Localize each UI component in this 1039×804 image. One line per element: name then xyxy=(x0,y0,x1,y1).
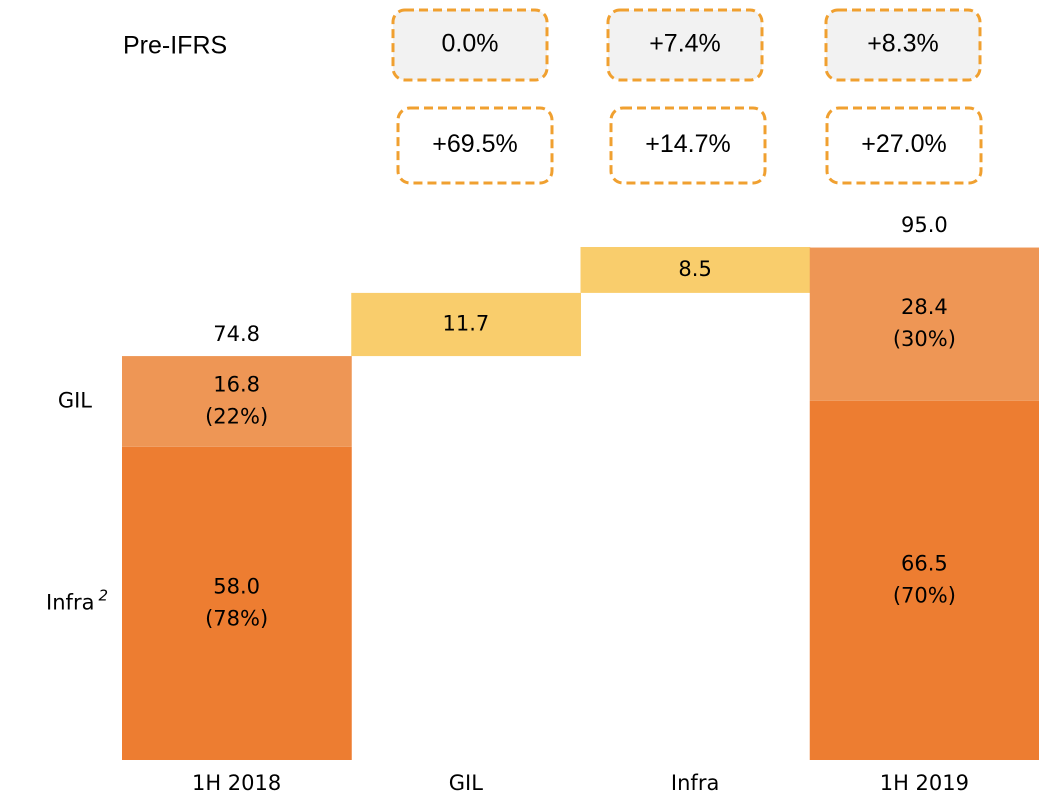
share-label: (78%) xyxy=(205,606,268,630)
share-label: (30%) xyxy=(893,327,956,351)
bar-segment xyxy=(351,292,581,357)
bar-segment xyxy=(122,356,352,447)
growth-box xyxy=(396,106,554,185)
value-label: 8.5 xyxy=(678,257,711,281)
bar-segment xyxy=(809,400,1039,760)
growth-label: 0.0% xyxy=(442,30,499,58)
bar-segment xyxy=(122,446,352,760)
total-label: 74.8 xyxy=(213,322,260,346)
legend-label: Infra 2 xyxy=(46,586,108,615)
value-label: 58.0 xyxy=(213,574,260,598)
value-label: 66.5 xyxy=(901,551,948,575)
legend-label: GIL xyxy=(58,388,92,412)
share-label: (70%) xyxy=(893,583,956,607)
value-label: 11.7 xyxy=(442,311,489,335)
x-tick-label: 1H 2019 xyxy=(880,771,969,795)
growth-box xyxy=(609,106,767,185)
x-tick-label: Infra xyxy=(671,771,719,795)
share-label: (22%) xyxy=(205,404,268,428)
legend-name: Infra xyxy=(46,590,94,614)
growth-label: +8.3% xyxy=(867,30,939,58)
total-label: 95.0 xyxy=(901,213,948,237)
growth-box xyxy=(391,8,549,82)
row-label: Pre-IFRS xyxy=(123,32,227,60)
value-label: 28.4 xyxy=(901,295,948,319)
bar-segment xyxy=(580,247,811,293)
x-tick-label: 1H 2018 xyxy=(192,771,281,795)
growth-label: +27.0% xyxy=(861,130,947,158)
growth-label: +14.7% xyxy=(645,130,731,158)
bar-segment xyxy=(809,247,1039,401)
growth-box xyxy=(825,106,983,185)
growth-box xyxy=(606,8,764,82)
footnote-marker: 2 xyxy=(98,586,108,604)
value-label: 16.8 xyxy=(213,372,260,396)
growth-box xyxy=(824,8,982,82)
growth-label: +69.5% xyxy=(432,130,518,158)
legend-name: GIL xyxy=(58,388,92,412)
growth-label: +7.4% xyxy=(649,30,721,58)
x-tick-label: GIL xyxy=(449,771,483,795)
